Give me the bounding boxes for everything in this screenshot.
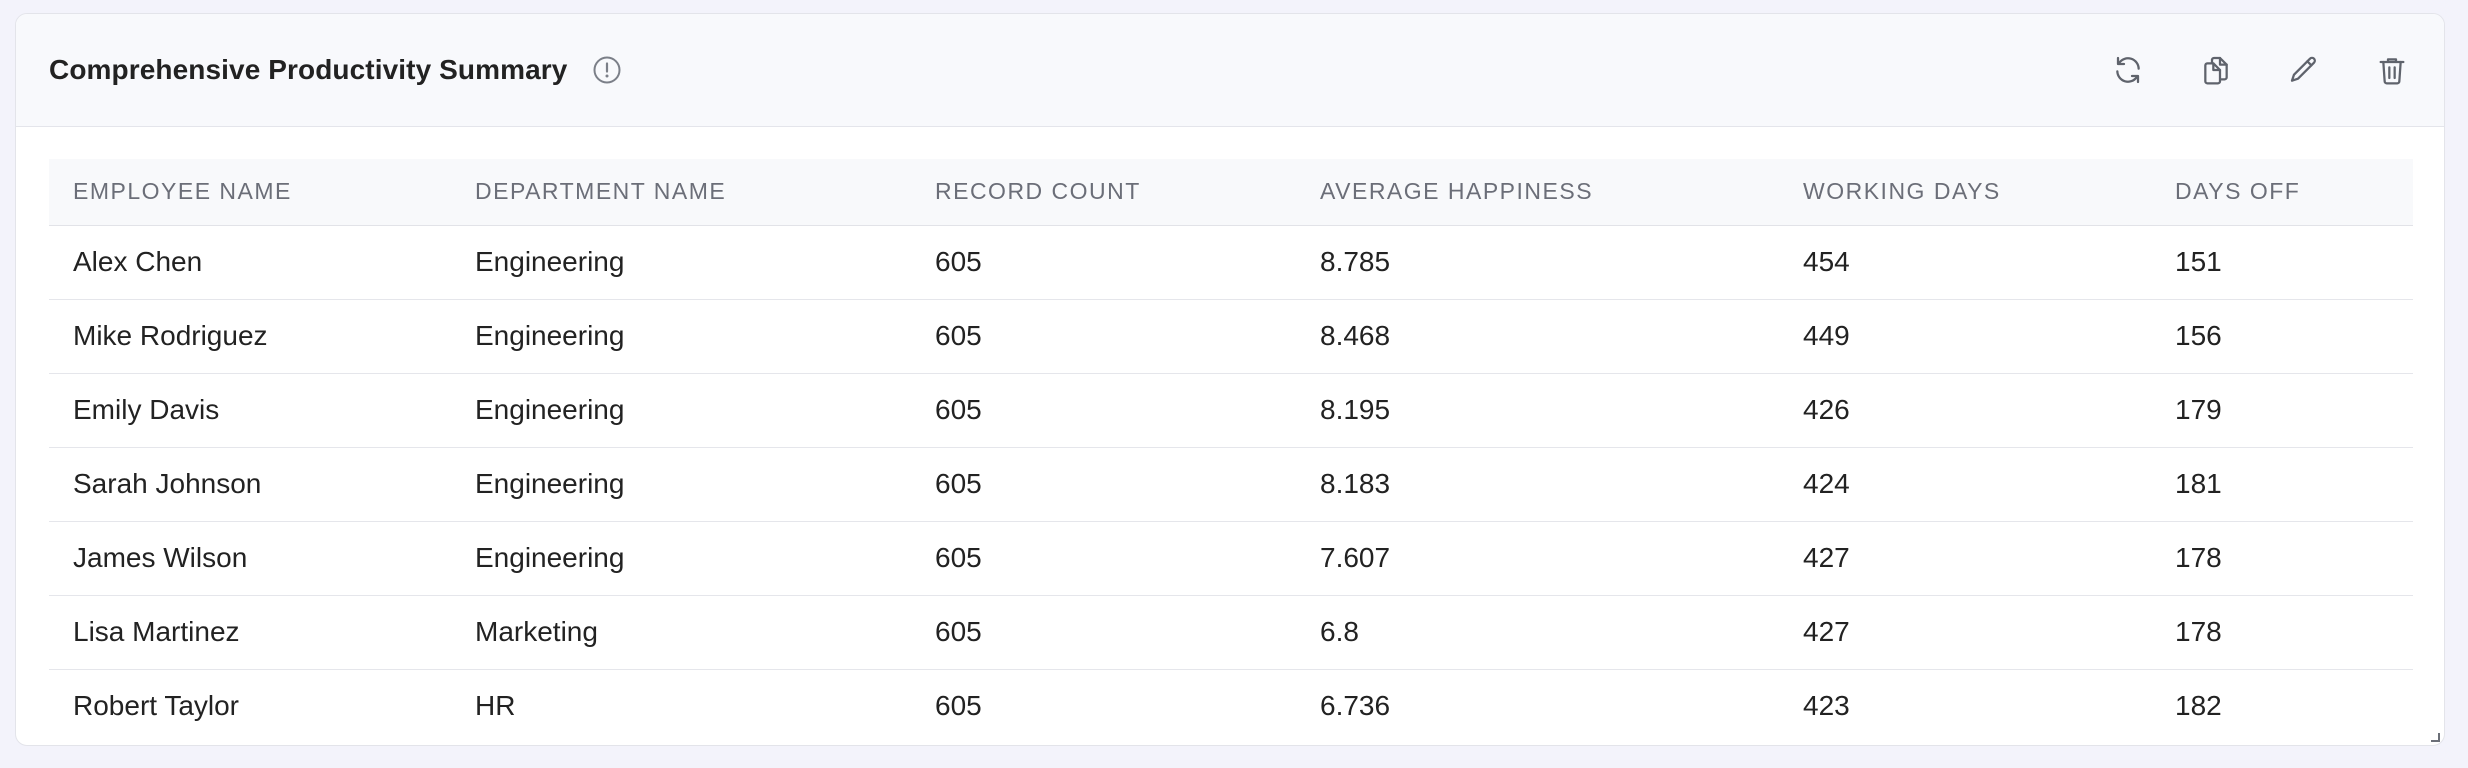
refresh-icon bbox=[2116, 56, 2140, 84]
column-header-employee-name[interactable]: EMPLOYEE NAME bbox=[49, 159, 451, 226]
cell-working-days: 424 bbox=[1779, 447, 2151, 522]
cell-working-days: 427 bbox=[1779, 595, 2151, 670]
cell-record-count: 605 bbox=[911, 669, 1296, 725]
cell-department-name: Marketing bbox=[451, 595, 911, 670]
cell-department-name: HR bbox=[451, 669, 911, 725]
trash-icon bbox=[2379, 58, 2405, 85]
delete-button[interactable] bbox=[2372, 50, 2412, 90]
column-header-record-count[interactable]: RECORD COUNT bbox=[911, 159, 1296, 226]
table-header-row: EMPLOYEE NAME DEPARTMENT NAME RECORD COU… bbox=[49, 159, 2413, 226]
copy-button[interactable] bbox=[2196, 50, 2236, 90]
data-table: EMPLOYEE NAME DEPARTMENT NAME RECORD COU… bbox=[49, 159, 2413, 725]
table-scroll-area[interactable]: EMPLOYEE NAME DEPARTMENT NAME RECORD COU… bbox=[49, 159, 2413, 725]
cell-record-count: 605 bbox=[911, 595, 1296, 670]
cell-average-happiness: 8.195 bbox=[1296, 373, 1779, 448]
table-row: Robert Taylor HR 605 6.736 423 182 bbox=[49, 669, 2413, 725]
cell-department-name: Engineering bbox=[451, 299, 911, 374]
table-row: Emily Davis Engineering 605 8.195 426 17… bbox=[49, 373, 2413, 448]
refresh-button[interactable] bbox=[2108, 50, 2148, 90]
cell-days-off: 156 bbox=[2151, 299, 2413, 374]
cell-working-days: 423 bbox=[1779, 669, 2151, 725]
cell-department-name: Engineering bbox=[451, 373, 911, 448]
table-row: Lisa Martinez Marketing 605 6.8 427 178 bbox=[49, 595, 2413, 670]
cell-employee-name: Alex Chen bbox=[49, 225, 451, 300]
cell-employee-name: Lisa Martinez bbox=[49, 595, 451, 670]
cell-average-happiness: 8.468 bbox=[1296, 299, 1779, 374]
column-header-days-off[interactable]: DAYS OFF bbox=[2151, 159, 2413, 226]
widget-card: Comprehensive Productivity Summary bbox=[15, 13, 2445, 746]
cell-days-off: 178 bbox=[2151, 521, 2413, 596]
cell-record-count: 605 bbox=[911, 521, 1296, 596]
info-circle-icon[interactable] bbox=[591, 54, 623, 86]
widget-title: Comprehensive Productivity Summary bbox=[49, 54, 568, 85]
resize-handle-icon[interactable] bbox=[2428, 729, 2440, 742]
column-header-working-days[interactable]: WORKING DAYS bbox=[1779, 159, 2151, 226]
cell-record-count: 605 bbox=[911, 373, 1296, 448]
copy-icon bbox=[2204, 56, 2228, 85]
cell-record-count: 605 bbox=[911, 447, 1296, 522]
widget-header: Comprehensive Productivity Summary bbox=[16, 14, 2444, 127]
cell-working-days: 427 bbox=[1779, 521, 2151, 596]
edit-button[interactable] bbox=[2284, 50, 2324, 90]
cell-employee-name: Sarah Johnson bbox=[49, 447, 451, 522]
cell-days-off: 179 bbox=[2151, 373, 2413, 448]
table-row: Sarah Johnson Engineering 605 8.183 424 … bbox=[49, 447, 2413, 522]
cell-department-name: Engineering bbox=[451, 521, 911, 596]
cell-average-happiness: 8.183 bbox=[1296, 447, 1779, 522]
cell-record-count: 605 bbox=[911, 225, 1296, 300]
widget-actions bbox=[2060, 50, 2412, 90]
table-row: Alex Chen Engineering 605 8.785 454 151 bbox=[49, 225, 2413, 300]
cell-working-days: 449 bbox=[1779, 299, 2151, 374]
column-header-average-happiness[interactable]: AVERAGE HAPPINESS bbox=[1296, 159, 1779, 226]
cell-employee-name: Emily Davis bbox=[49, 373, 451, 448]
cell-average-happiness: 6.8 bbox=[1296, 595, 1779, 670]
cell-average-happiness: 7.607 bbox=[1296, 521, 1779, 596]
cell-employee-name: James Wilson bbox=[49, 521, 451, 596]
cell-department-name: Engineering bbox=[451, 225, 911, 300]
cell-employee-name: Mike Rodriguez bbox=[49, 299, 451, 374]
cell-record-count: 605 bbox=[911, 299, 1296, 374]
cell-average-happiness: 8.785 bbox=[1296, 225, 1779, 300]
column-header-department-name[interactable]: DEPARTMENT NAME bbox=[451, 159, 911, 226]
cell-working-days: 426 bbox=[1779, 373, 2151, 448]
table-row: James Wilson Engineering 605 7.607 427 1… bbox=[49, 521, 2413, 596]
cell-employee-name: Robert Taylor bbox=[49, 669, 451, 725]
cell-working-days: 454 bbox=[1779, 225, 2151, 300]
cell-department-name: Engineering bbox=[451, 447, 911, 522]
cell-days-off: 181 bbox=[2151, 447, 2413, 522]
cell-days-off: 182 bbox=[2151, 669, 2413, 725]
table-row: Mike Rodriguez Engineering 605 8.468 449… bbox=[49, 299, 2413, 374]
pencil-icon bbox=[2290, 56, 2316, 82]
cell-days-off: 178 bbox=[2151, 595, 2413, 670]
cell-average-happiness: 6.736 bbox=[1296, 669, 1779, 725]
cell-days-off: 151 bbox=[2151, 225, 2413, 300]
